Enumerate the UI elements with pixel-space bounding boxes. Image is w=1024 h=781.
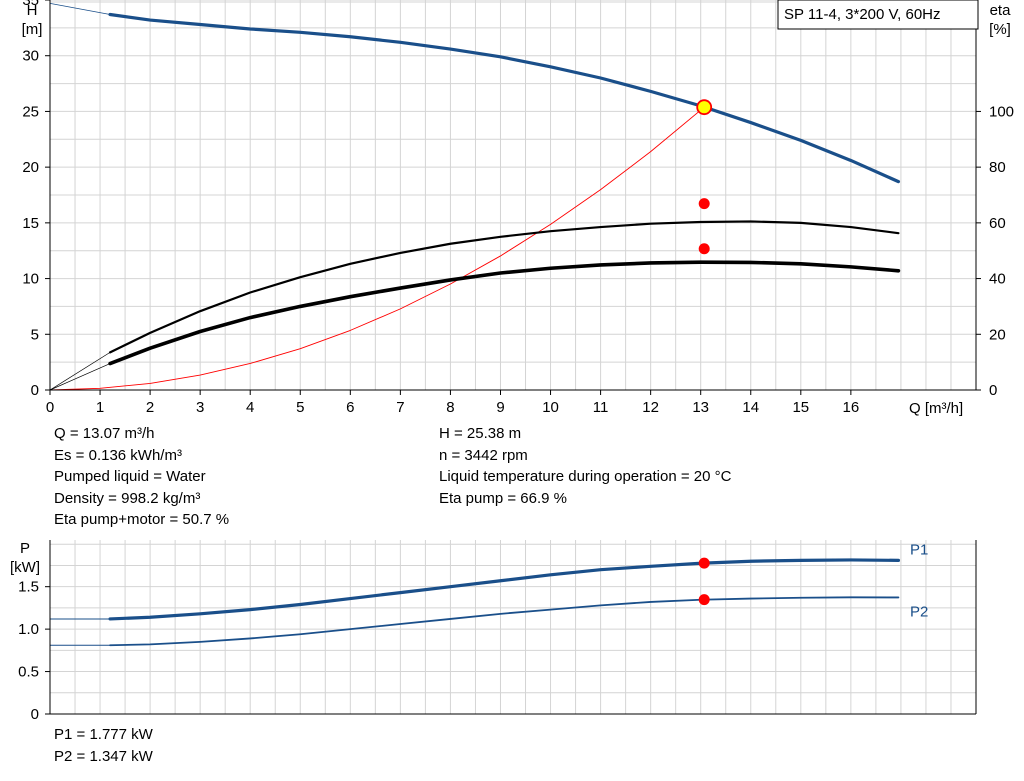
x-tick-label: 16 [843, 399, 860, 416]
readout-pumped-liquid: Pumped liquid = Water [54, 468, 206, 485]
y-tick-label-left: 5 [31, 326, 39, 343]
y-tick-label-right: 100 [989, 103, 1014, 120]
readout-left-column: Q = 13.07 m³/h Es = 0.136 kWh/m³ Pumped … [54, 423, 229, 531]
head-curve-extension [49, 2, 111, 15]
operating-point-p2-point [698, 594, 710, 606]
readout-head: H = 25.38 m [439, 425, 522, 442]
power-y-tick-label: 0.5 [18, 664, 39, 681]
p2-series-label: P2 [910, 603, 928, 620]
y-tick-label-left: 25 [22, 103, 39, 120]
y-tick-label-left: 30 [22, 48, 39, 65]
y-tick-label-left: 35 [22, 0, 39, 9]
x-tick-label: 9 [496, 399, 504, 416]
p1-series-label: P1 [910, 541, 928, 558]
y-tick-label-right: 80 [989, 159, 1006, 176]
operating-point-head [696, 99, 713, 116]
y-axis-label-left-line-1: [m] [22, 21, 43, 38]
power-y-axis-label-line-1: [kW] [10, 559, 40, 576]
readout-right-column: H = 25.38 m n = 3442 rpm Liquid temperat… [439, 423, 731, 509]
power-y-tick-label: 1.5 [18, 579, 39, 596]
eta-pump-motor-curve-extension [49, 363, 111, 391]
x-tick-label: 8 [446, 399, 454, 416]
readout-speed: n = 3442 rpm [439, 446, 528, 464]
x-axis-label: Q [m³/h] [909, 400, 963, 417]
power-chart-axes: 0 0.5 1.0 1.5 [18, 540, 977, 723]
readout-p2: P2 = 1.347 kW [54, 747, 153, 765]
x-tick-label: 12 [642, 399, 659, 416]
x-tick-label: 11 [593, 399, 609, 416]
readout-specific-energy: Es = 0.136 kWh/m³ [54, 446, 182, 464]
y-axis-label-left-line-0: H [27, 2, 38, 19]
main-chart-points [696, 99, 713, 255]
system-curve [49, 106, 705, 391]
y-tick-label-left: 10 [22, 271, 39, 288]
eta-pump-curve [108, 220, 900, 354]
x-tick-label: 10 [542, 399, 559, 416]
operating-point-eta-total-point [698, 243, 710, 255]
readout-eta-pump-motor: Eta pump+motor = 50.7 % [54, 511, 230, 528]
power-y-tick-label: 1.0 [18, 621, 39, 638]
title-box-frame [777, 0, 979, 30]
y-tick-label-right: 20 [989, 326, 1006, 343]
readout-power-column: P1 = 1.777 kW P2 = 1.347 kW [54, 724, 153, 767]
x-tick-label: 2 [146, 399, 154, 416]
readout-p1: P1 = 1.777 kW [54, 726, 153, 743]
y-axis-label-right-line-0: eta [990, 2, 1012, 19]
main-chart-axes: 0 1 2 3 4 5 6 7 8 9 10 11 12 13 14 15 160510152025303502… [22, 0, 1014, 416]
main-chart-curves [49, 2, 901, 391]
x-tick-label: 5 [296, 399, 304, 416]
chart-title-box: SP 11-4, 3*200 V, 60Hz [777, 0, 979, 30]
p2-curve [109, 596, 900, 647]
head-curve [108, 12, 901, 184]
x-tick-label: 1 [96, 399, 104, 416]
power-chart-labels: P [kW] P1 P2 [10, 540, 928, 620]
x-tick-label: 14 [742, 399, 759, 416]
x-tick-label: 3 [196, 399, 204, 416]
power-y-tick-label: 0 [31, 706, 39, 723]
y-tick-label-left: 15 [22, 215, 39, 232]
power-chart-grid [49, 540, 977, 714]
y-tick-label-right: 0 [989, 382, 997, 399]
main-chart-labels: H [m] eta [%] Q [m³/h] [22, 2, 1012, 417]
readout-density: Density = 998.2 kg/m³ [54, 489, 201, 507]
x-tick-label: 13 [692, 399, 709, 416]
x-tick-label: 15 [792, 399, 809, 416]
eta-pump-curve-extension [49, 352, 111, 391]
readout-flow: Q = 13.07 m³/h [54, 425, 155, 442]
main-chart-grid [49, 0, 977, 390]
power-y-axis-label-line-0: P [20, 540, 30, 557]
y-tick-label-left: 0 [31, 382, 39, 399]
power-plot-area [50, 540, 976, 714]
power-chart-points [698, 557, 710, 606]
chart-title: SP 11-4, 3*200 V, 60Hz [784, 6, 941, 23]
power-chart-curves [49, 558, 901, 647]
readout-liquid-temperature: Liquid temperature during operation = 20… [439, 468, 732, 485]
y-tick-label-right: 60 [989, 215, 1006, 232]
y-tick-label-left: 20 [22, 159, 39, 176]
readout-eta-pump: Eta pump = 66.9 % [439, 489, 567, 507]
y-axis-label-right-line-1: [%] [989, 21, 1011, 38]
x-tick-label: 7 [396, 399, 404, 416]
y-tick-label-right: 40 [989, 271, 1006, 288]
x-tick-label: 6 [346, 399, 354, 416]
operating-point-p1-point [698, 557, 710, 569]
operating-point-eta-pump-point [698, 198, 710, 210]
x-tick-label: 0 [46, 399, 54, 416]
p1-curve [108, 558, 901, 621]
x-tick-label: 4 [246, 399, 254, 416]
eta-pump-motor-curve [108, 260, 901, 366]
